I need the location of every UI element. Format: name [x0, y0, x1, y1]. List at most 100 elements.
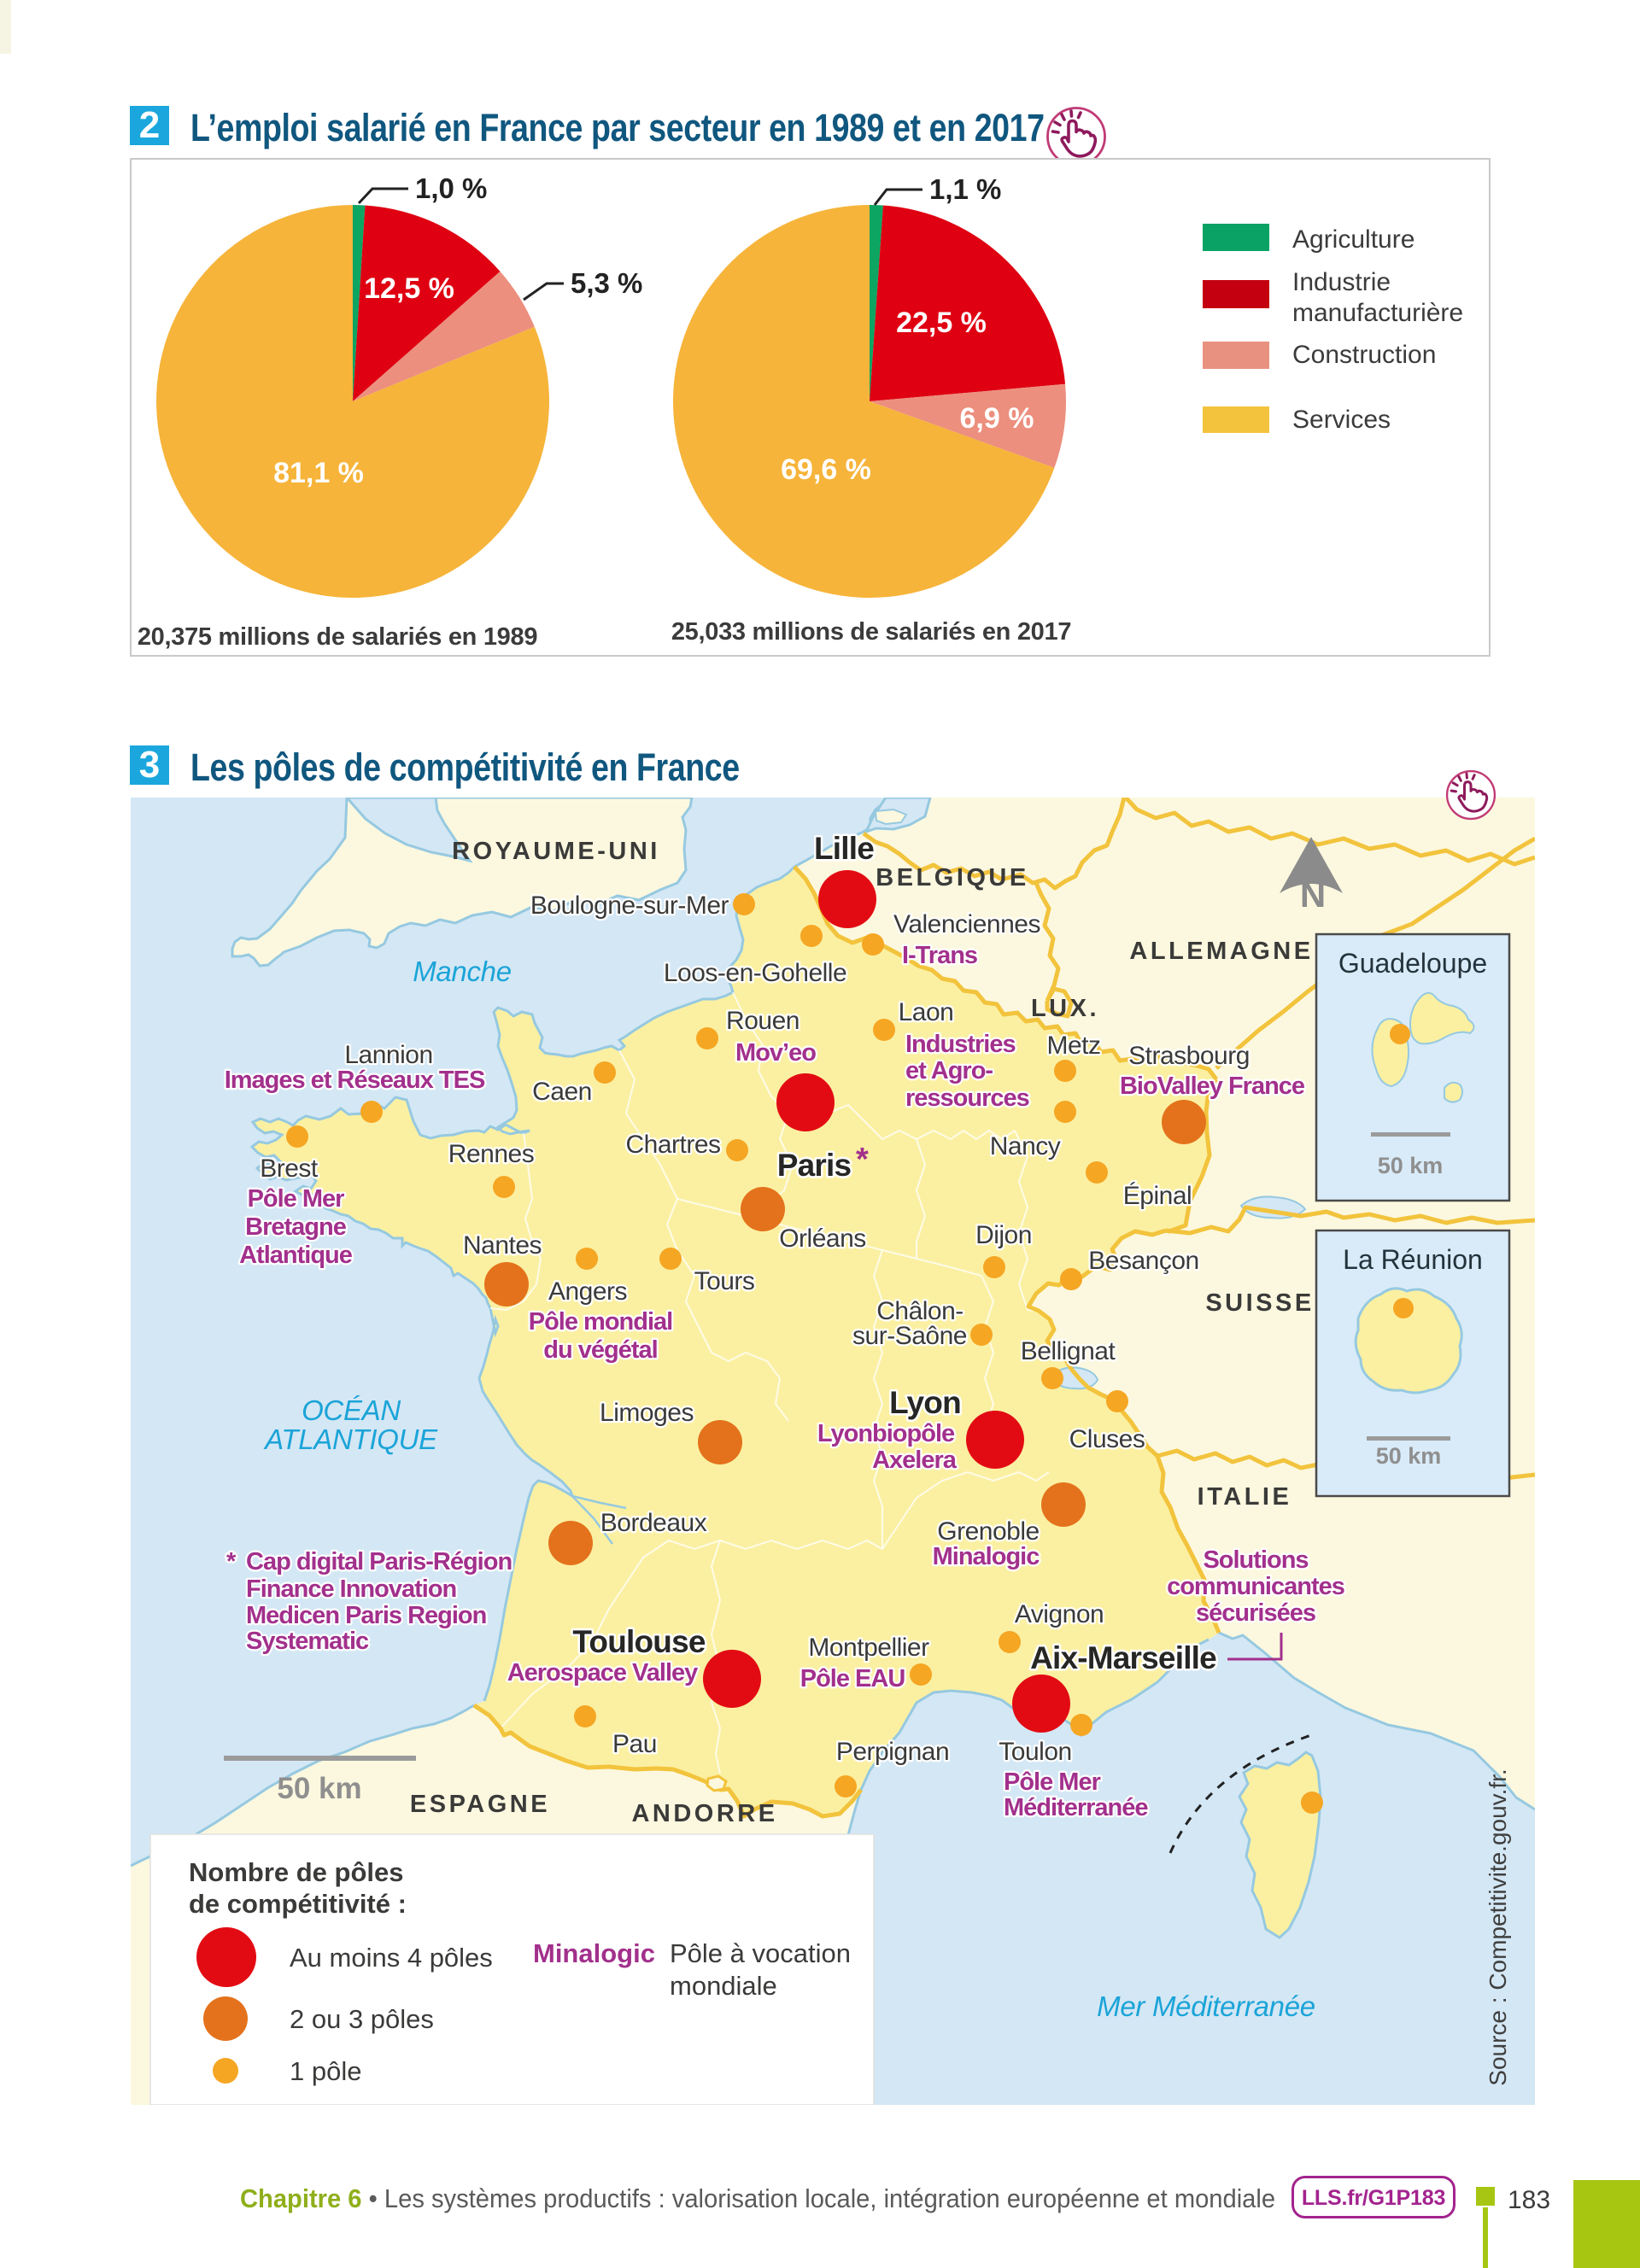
svg-text:Industrie: Industrie — [1292, 268, 1391, 296]
svg-text:50 km: 50 km — [277, 1772, 361, 1805]
svg-text:Rennes: Rennes — [448, 1140, 534, 1168]
svg-text:1 pôle: 1 pôle — [290, 2056, 361, 2086]
svg-text:Systematic: Systematic — [246, 1628, 369, 1655]
svg-text:Bellignat: Bellignat — [1021, 1337, 1116, 1365]
svg-text:Dijon: Dijon — [975, 1221, 1032, 1249]
svg-text:12,5 %: 12,5 % — [364, 272, 454, 305]
svg-text:Metz: Metz — [1046, 1032, 1100, 1060]
svg-text:Pôle Mer: Pôle Mer — [248, 1185, 345, 1213]
svg-text:ALLEMAGNE: ALLEMAGNE — [1129, 938, 1313, 965]
svg-text:Nantes: Nantes — [463, 1231, 542, 1260]
svg-text:Rouen: Rouen — [726, 1007, 800, 1035]
svg-text:ITALIE: ITALIE — [1198, 1483, 1292, 1511]
svg-text:Industries: Industries — [905, 1031, 1016, 1058]
svg-text:Brest: Brest — [260, 1154, 319, 1183]
svg-text:Tours: Tours — [694, 1267, 755, 1295]
svg-text:Épinal: Épinal — [1123, 1182, 1192, 1210]
svg-text:Cluses: Cluses — [1069, 1425, 1145, 1453]
svg-text:I-Trans: I-Trans — [902, 942, 977, 969]
svg-text:Grenoble: Grenoble — [937, 1517, 1039, 1546]
svg-text:Paris: Paris — [777, 1148, 852, 1183]
svg-text:OCÉAN: OCÉAN — [302, 1394, 401, 1426]
svg-text:Caen: Caen — [532, 1078, 592, 1106]
svg-text:manufacturière: manufacturière — [1292, 299, 1463, 327]
svg-text:Montpellier: Montpellier — [808, 1634, 929, 1662]
svg-text:SUISSE: SUISSE — [1205, 1289, 1314, 1317]
svg-text:Pôle Mer: Pôle Mer — [1004, 1768, 1101, 1796]
svg-text:5,3 %: 5,3 % — [571, 267, 642, 299]
svg-text:mondiale: mondiale — [670, 1971, 777, 2001]
svg-text:ATLANTIQUE: ATLANTIQUE — [263, 1423, 438, 1455]
svg-text:Agriculture: Agriculture — [1292, 225, 1414, 254]
svg-text:du végétal: du végétal — [543, 1336, 657, 1364]
svg-text:Images et Réseaux TES: Images et Réseaux TES — [225, 1067, 485, 1094]
svg-text:50 km: 50 km — [1376, 1443, 1442, 1469]
svg-text:Valenciennes: Valenciennes — [893, 910, 1040, 938]
svg-text:BELGIQUE: BELGIQUE — [876, 864, 1028, 891]
svg-text:Nombre de pôles: Nombre de pôles — [189, 1857, 404, 1887]
svg-text:Minalogic: Minalogic — [533, 1938, 655, 1968]
svg-text:Atlantique: Atlantique — [239, 1242, 353, 1269]
svg-text:Perpignan: Perpignan — [836, 1738, 949, 1766]
svg-text:de compétitivité :: de compétitivité : — [189, 1889, 407, 1919]
svg-text:Châlon-: Châlon- — [876, 1297, 964, 1325]
svg-text:Pau: Pau — [612, 1730, 657, 1758]
svg-text:Nancy: Nancy — [990, 1132, 1061, 1160]
svg-text:1,1 %: 1,1 % — [929, 173, 1001, 205]
svg-text:Cap digital Paris-Région: Cap digital Paris-Région — [246, 1548, 512, 1575]
svg-text:Lyon: Lyon — [889, 1385, 961, 1420]
svg-text:Boulogne-sur-Mer: Boulogne-sur-Mer — [530, 891, 729, 920]
svg-text:BioValley France: BioValley France — [1120, 1073, 1305, 1100]
svg-text:Lille: Lille — [814, 831, 874, 866]
svg-text:Avignon: Avignon — [1015, 1600, 1104, 1628]
svg-text:Aerospace Valley: Aerospace Valley — [507, 1659, 698, 1686]
svg-text:Orléans: Orléans — [779, 1225, 866, 1253]
svg-text:Mer Méditerranée: Mer Méditerranée — [1097, 1990, 1315, 2022]
svg-text:69,6 %: 69,6 % — [781, 453, 871, 486]
svg-text:Besançon: Besançon — [1088, 1247, 1198, 1275]
svg-text:Minalogic: Minalogic — [933, 1543, 1040, 1570]
svg-text:Laon: Laon — [899, 998, 954, 1026]
svg-text:LUX.: LUX. — [1031, 995, 1099, 1022]
svg-text:et Agro-: et Agro- — [905, 1057, 993, 1084]
svg-text:Pôle à vocation: Pôle à vocation — [670, 1938, 851, 1968]
svg-text:ANDORRE: ANDORRE — [631, 1800, 777, 1827]
svg-text:22,5 %: 22,5 % — [896, 307, 987, 339]
svg-text:50 km: 50 km — [1378, 1153, 1444, 1178]
svg-text:communicantes: communicantes — [1167, 1573, 1344, 1600]
svg-text:N: N — [1300, 874, 1326, 915]
svg-text:ROYAUME-UNI: ROYAUME-UNI — [452, 838, 660, 865]
svg-text:25,033 millions de salariés en: 25,033 millions de salariés en 2017 — [671, 618, 1071, 646]
svg-text:Axelera: Axelera — [872, 1447, 958, 1474]
svg-text:Medicen Paris Region: Medicen Paris Region — [246, 1602, 486, 1629]
svg-text:Au moins 4 pôles: Au moins 4 pôles — [290, 1943, 493, 1973]
svg-text:2 ou 3 pôles: 2 ou 3 pôles — [290, 2004, 434, 2034]
svg-text:Pôle mondial: Pôle mondial — [529, 1308, 672, 1336]
svg-text:20,375 millions de salariés en: 20,375 millions de salariés en 1989 — [138, 623, 537, 651]
svg-text:ESPAGNE: ESPAGNE — [410, 1791, 550, 1818]
svg-text:Lannion: Lannion — [344, 1041, 432, 1069]
svg-text:Finance Innovation: Finance Innovation — [246, 1575, 456, 1603]
svg-text:Toulon: Toulon — [999, 1738, 1071, 1766]
svg-text:sécurisées: sécurisées — [1196, 1599, 1315, 1627]
svg-text:Loos-en-Gohelle: Loos-en-Gohelle — [664, 959, 846, 987]
svg-text:ressources: ressources — [905, 1084, 1029, 1112]
svg-text:Guadeloupe: Guadeloupe — [1338, 948, 1487, 979]
svg-text:Solutions: Solutions — [1203, 1546, 1308, 1574]
svg-text:Angers: Angers — [548, 1277, 627, 1306]
svg-text:Toulouse: Toulouse — [572, 1624, 706, 1659]
svg-text:Strasbourg: Strasbourg — [1128, 1042, 1250, 1070]
svg-text:Construction: Construction — [1292, 341, 1436, 369]
svg-text:La Réunion: La Réunion — [1343, 1244, 1483, 1275]
svg-text:6,9 %: 6,9 % — [960, 402, 1034, 435]
svg-text:Source : Competitivite.gouv.fr: Source : Competitivite.gouv.fr. — [1485, 1768, 1511, 2085]
svg-text:Lyonbiopôle: Lyonbiopôle — [817, 1420, 955, 1447]
svg-text:Pôle EAU: Pôle EAU — [800, 1665, 905, 1692]
svg-text:81,1 %: 81,1 % — [273, 457, 364, 489]
svg-text:Services: Services — [1292, 406, 1391, 434]
svg-text:Mov’eo: Mov’eo — [735, 1039, 816, 1067]
svg-text:Bretagne: Bretagne — [245, 1213, 347, 1241]
svg-text:Chartres: Chartres — [625, 1131, 720, 1159]
svg-text:Aix-Marseille: Aix-Marseille — [1030, 1640, 1216, 1675]
svg-text:*: * — [226, 1548, 237, 1575]
